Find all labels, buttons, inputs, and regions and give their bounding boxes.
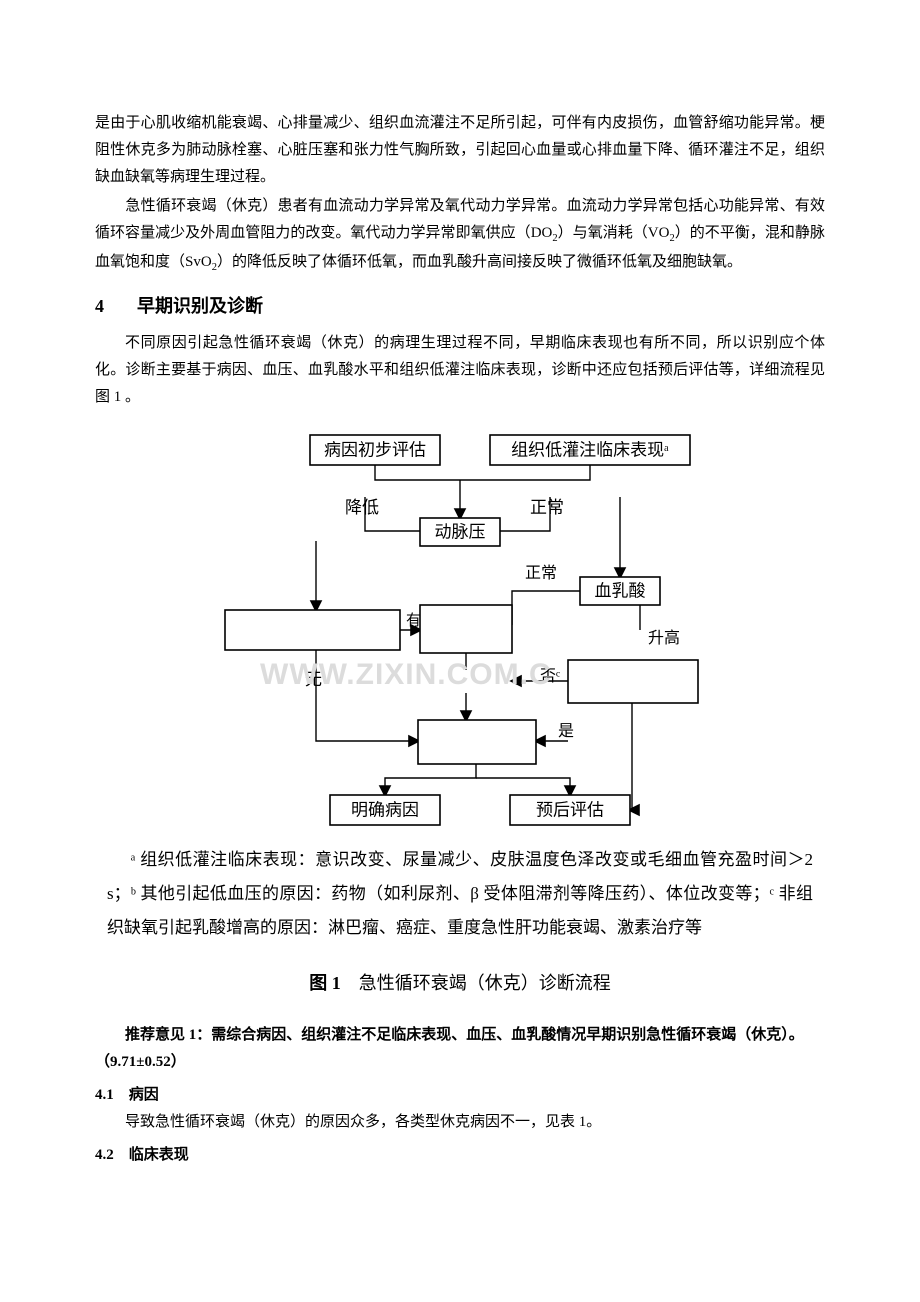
figure-1-caption: 图 1 急性循环衰竭（休克）诊断流程 xyxy=(95,967,825,999)
section-4-1-heading: 4.1 病因 xyxy=(95,1082,825,1109)
svg-text:无: 无 xyxy=(305,670,322,689)
recommendation-1: 推荐意见 1：需综合病因、组织灌注不足临床表现、血压、血乳酸情况早期识别急性循环… xyxy=(95,1022,825,1076)
section-4-p1: 不同原因引起急性循环衰竭（休克）的病理生理过程不同，早期临床表现也有所不同，所以… xyxy=(95,330,825,411)
section-4-heading: 4早期识别及诊断 xyxy=(95,290,825,322)
do2: DO2 xyxy=(531,225,558,241)
flowchart-diagram: 病因初步评估组织低灌注临床表现ᵃ动脉压血乳酸基础血压低或其他引起低血压的原因ᵇ暂… xyxy=(210,425,710,833)
svg-text:血乳酸: 血乳酸 xyxy=(595,582,646,601)
intro-p2: 急性循环衰竭（休克）患者有血流动力学异常及氧代动力学异常。血流动力学异常包括心功… xyxy=(95,193,825,278)
svg-text:组织低灌注临床表现ᵃ: 组织低灌注临床表现ᵃ xyxy=(511,441,669,460)
intro-p1: 是由于心肌收缩机能衰竭、心排量减少、组织血流灌注不足所引起，可伴有内皮损伤，血管… xyxy=(95,110,825,191)
figure-notes: ᵃ 组织低灌注临床表现：意识改变、尿量减少、皮肤温度色泽改变或毛细血管充盈时间＞… xyxy=(107,843,813,945)
svg-text:正常: 正常 xyxy=(525,564,557,582)
fig-num-text: 图 1 xyxy=(309,973,341,993)
svo2-sym: SvO xyxy=(185,254,212,270)
svo2: SvO2 xyxy=(185,254,217,270)
section-4-1-title: 病因 xyxy=(114,1087,159,1103)
svg-text:有: 有 xyxy=(406,612,421,629)
figure-1-caption-text: 急性循环衰竭（休克）诊断流程 xyxy=(341,973,611,993)
svg-text:正常: 正常 xyxy=(530,498,564,517)
section-4-1-p: 导致急性循环衰竭（休克）的原因众多，各类型休克病因不一，见表 1。 xyxy=(95,1109,825,1136)
vo2: VO2 xyxy=(648,225,675,241)
intro-p2-a: ）与氧消耗（ xyxy=(558,225,648,241)
svg-text:病因初步评估: 病因初步评估 xyxy=(324,441,426,460)
intro-p2-c: ）的降低反映了体循环低氧，而血乳酸升高间接反映了微循环低氧及细胞缺氧。 xyxy=(217,254,742,270)
svg-text:否ᶜ: 否ᶜ xyxy=(540,668,560,685)
svg-text:明确病因: 明确病因 xyxy=(351,801,419,820)
svg-text:动脉压: 动脉压 xyxy=(435,523,486,542)
flowchart-nodes: 病因初步评估组织低灌注临床表现ᵃ动脉压血乳酸基础血压低或其他引起低血压的原因ᵇ暂… xyxy=(225,435,698,825)
section-4-1-num: 4.1 xyxy=(95,1087,114,1103)
section-4-num: 4 xyxy=(95,290,137,322)
section-4-title: 早期识别及诊断 xyxy=(137,296,263,316)
section-4-2-title: 临床表现 xyxy=(114,1147,189,1163)
section-4-2-heading: 4.2 临床表现 xyxy=(95,1142,825,1169)
svg-text:降低: 降低 xyxy=(345,498,379,517)
svg-text:升高: 升高 xyxy=(648,629,680,647)
do2-sym: DO xyxy=(531,225,553,241)
svg-text:预后评估: 预后评估 xyxy=(536,801,604,820)
figure-1-num: 图 1 xyxy=(309,973,341,993)
section-4-2-num: 4.2 xyxy=(95,1147,114,1163)
vo2-sym: VO xyxy=(648,225,670,241)
svg-text:是: 是 xyxy=(558,723,574,740)
